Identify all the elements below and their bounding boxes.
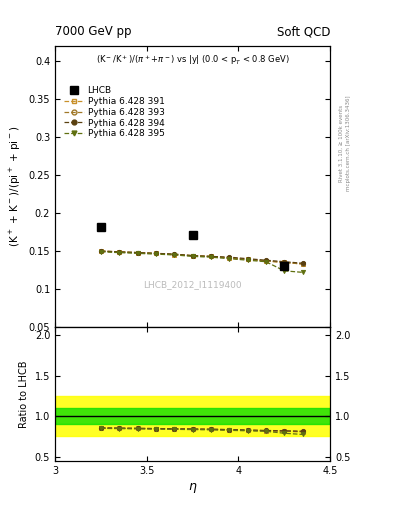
Pythia 6.428 391 bbox=[154, 250, 158, 257]
Pythia 6.428 395 bbox=[264, 259, 268, 265]
Pythia 6.428 395 bbox=[300, 269, 305, 275]
Text: 7000 GeV pp: 7000 GeV pp bbox=[55, 26, 132, 38]
Pythia 6.428 391 bbox=[117, 249, 121, 255]
Legend: LHCB, Pythia 6.428 391, Pythia 6.428 393, Pythia 6.428 394, Pythia 6.428 395: LHCB, Pythia 6.428 391, Pythia 6.428 393… bbox=[61, 82, 168, 142]
Y-axis label: Ratio to LHCB: Ratio to LHCB bbox=[19, 360, 29, 428]
Pythia 6.428 394 bbox=[172, 251, 176, 257]
Pythia 6.428 394 bbox=[300, 260, 305, 266]
Pythia 6.428 395 bbox=[154, 251, 158, 257]
Pythia 6.428 391 bbox=[227, 255, 231, 261]
Pythia 6.428 393 bbox=[190, 252, 195, 259]
Pythia 6.428 391 bbox=[209, 253, 213, 260]
Bar bbox=[55, 396, 330, 436]
Line: Pythia 6.428 395: Pythia 6.428 395 bbox=[99, 250, 305, 274]
Pythia 6.428 393 bbox=[245, 257, 250, 263]
Pythia 6.428 393 bbox=[264, 258, 268, 264]
Y-axis label: (K$^+$ + K$^-$)/(pi$^+$ + pi$^-$): (K$^+$ + K$^-$)/(pi$^+$ + pi$^-$) bbox=[8, 126, 23, 247]
Pythia 6.428 393 bbox=[154, 250, 158, 257]
Line: Pythia 6.428 391: Pythia 6.428 391 bbox=[99, 249, 305, 266]
Pythia 6.428 394 bbox=[135, 249, 140, 255]
Line: Pythia 6.428 393: Pythia 6.428 393 bbox=[99, 249, 305, 266]
Pythia 6.428 395 bbox=[117, 249, 121, 255]
X-axis label: $\eta$: $\eta$ bbox=[188, 481, 197, 495]
Text: mcplots.cern.ch [arXiv:1306.3436]: mcplots.cern.ch [arXiv:1306.3436] bbox=[346, 96, 351, 191]
Pythia 6.428 391 bbox=[190, 252, 195, 259]
Pythia 6.428 394 bbox=[99, 248, 103, 254]
Pythia 6.428 394 bbox=[117, 249, 121, 255]
Pythia 6.428 395 bbox=[282, 268, 286, 274]
Pythia 6.428 391 bbox=[135, 249, 140, 255]
Pythia 6.428 394 bbox=[190, 252, 195, 259]
Pythia 6.428 391 bbox=[264, 258, 268, 264]
Pythia 6.428 393 bbox=[300, 261, 305, 267]
Pythia 6.428 391 bbox=[245, 257, 250, 263]
Pythia 6.428 394 bbox=[264, 257, 268, 263]
Text: Rivet 3.1.10, ≥ 100k events: Rivet 3.1.10, ≥ 100k events bbox=[339, 105, 344, 182]
Pythia 6.428 393 bbox=[117, 249, 121, 255]
Pythia 6.428 394 bbox=[227, 254, 231, 260]
Pythia 6.428 391 bbox=[282, 260, 286, 266]
Pythia 6.428 393 bbox=[99, 248, 103, 254]
Pythia 6.428 393 bbox=[135, 249, 140, 255]
Pythia 6.428 391 bbox=[300, 261, 305, 267]
Pythia 6.428 394 bbox=[154, 250, 158, 257]
Pythia 6.428 394 bbox=[245, 255, 250, 262]
Text: LHCB_2012_I1119400: LHCB_2012_I1119400 bbox=[143, 281, 242, 289]
Bar bbox=[55, 408, 330, 424]
Pythia 6.428 393 bbox=[172, 251, 176, 257]
Pythia 6.428 394 bbox=[282, 259, 286, 265]
Pythia 6.428 394 bbox=[209, 253, 213, 260]
Pythia 6.428 391 bbox=[172, 252, 176, 258]
Pythia 6.428 395 bbox=[135, 250, 140, 257]
Pythia 6.428 395 bbox=[172, 252, 176, 258]
Pythia 6.428 395 bbox=[209, 254, 213, 260]
Line: Pythia 6.428 394: Pythia 6.428 394 bbox=[99, 249, 305, 265]
Pythia 6.428 393 bbox=[282, 260, 286, 266]
Pythia 6.428 395 bbox=[227, 255, 231, 262]
Pythia 6.428 395 bbox=[99, 249, 103, 255]
Text: Soft QCD: Soft QCD bbox=[277, 26, 330, 38]
Pythia 6.428 395 bbox=[245, 257, 250, 263]
Pythia 6.428 393 bbox=[227, 255, 231, 261]
Pythia 6.428 395 bbox=[190, 253, 195, 260]
Text: (K$^-$/K$^+$)/($\pi^+$+$\pi^-$) vs |y| (0.0 < p$_{T}$ < 0.8 GeV): (K$^-$/K$^+$)/($\pi^+$+$\pi^-$) vs |y| (… bbox=[96, 53, 289, 67]
Pythia 6.428 391 bbox=[99, 248, 103, 254]
Pythia 6.428 393 bbox=[209, 253, 213, 260]
